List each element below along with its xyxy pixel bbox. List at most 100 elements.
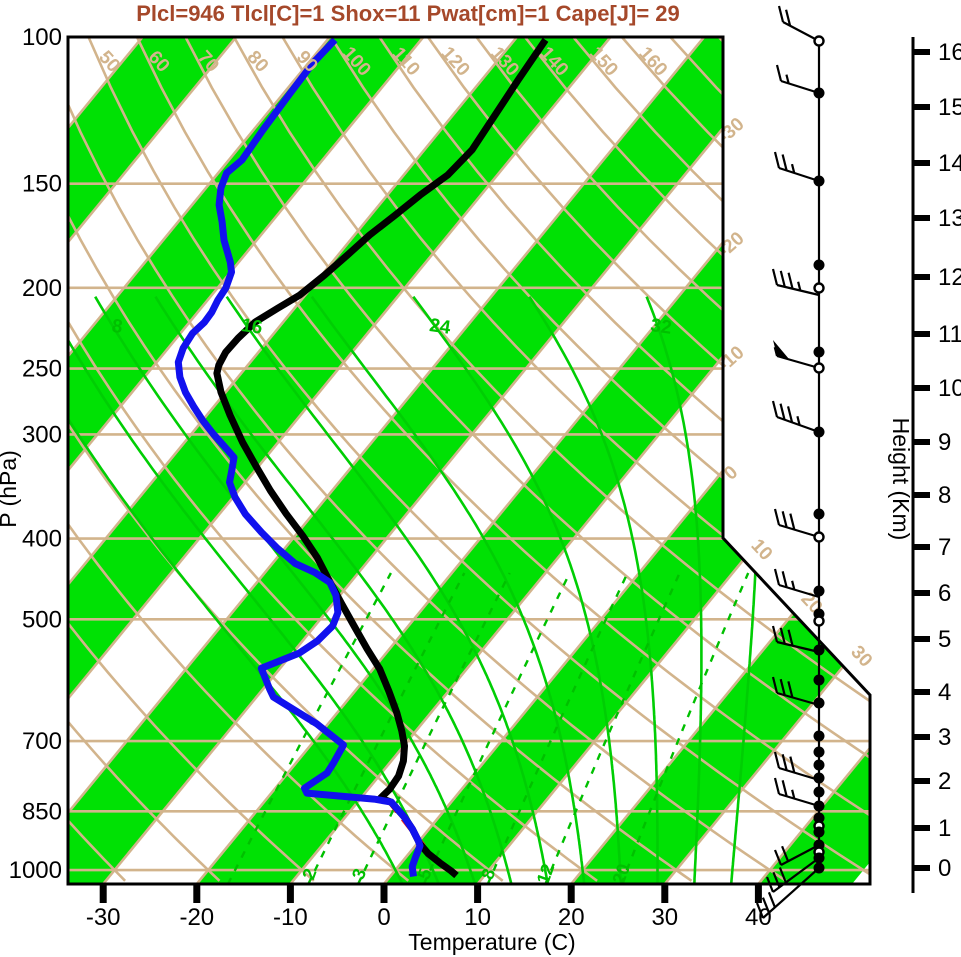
pressure-tick-label: 300 — [22, 421, 62, 448]
wind-barb-prong — [773, 849, 783, 866]
wind-station-dot — [813, 259, 825, 271]
height-tick-label: 5 — [938, 626, 951, 653]
isotherm — [570, 37, 870, 884]
wind-station-dot — [813, 346, 825, 358]
moist-adiabat — [225, 295, 550, 884]
wind-barb-prong — [772, 871, 781, 888]
wind-barb-shaft — [780, 79, 820, 95]
wind-barb-prong — [773, 751, 781, 769]
wind-station-circle — [813, 362, 825, 374]
plot-area — [68, 37, 870, 884]
height-tick-label: 12 — [938, 264, 961, 291]
pressure-axis: 100 150 200 250 300 400 500 700 850 1000 P (hPa) — [0, 24, 62, 884]
wind-barb-prong — [781, 571, 788, 588]
mixing-ratio-line — [544, 572, 681, 884]
moist-adiabat-label: 24 — [428, 315, 452, 339]
wind-station-dot — [813, 826, 825, 838]
wind-station-dot — [813, 508, 825, 520]
height-tick-label: 16 — [938, 39, 961, 66]
wind-barb-prong — [781, 754, 788, 771]
height-tick-label: 2 — [938, 768, 951, 795]
height-tick-label: 8 — [938, 482, 951, 509]
moist-adiabat-label: 16 — [240, 315, 264, 339]
wind-barb-prong — [781, 154, 788, 171]
wind-barb-half-prong — [790, 163, 796, 174]
isotherm-label: 30 — [846, 642, 876, 672]
wind-station-dot — [813, 585, 825, 597]
wind-barb-prong — [771, 625, 779, 643]
mixing-ratio-lines — [226, 572, 750, 884]
dewpoint-curve — [174, 37, 424, 877]
moist-adiabat — [528, 295, 659, 884]
wind-barb-prong — [779, 627, 786, 645]
wind-station-dot — [813, 759, 825, 771]
dry-adiabat — [329, 37, 870, 882]
mixing-ratio-line — [356, 572, 511, 884]
pressure-axis-label: P (hPa) — [0, 450, 21, 528]
dry-adiabat — [87, 37, 870, 882]
moist-adiabat — [645, 296, 703, 884]
wind-station-dot — [813, 862, 825, 874]
temperature-tick-label: -30 — [86, 904, 121, 931]
temperature-axis-label: Temperature (C) — [408, 929, 575, 955]
wind-barb-shaft — [778, 766, 820, 782]
wind-barb-half-prong — [796, 416, 801, 426]
isotherm — [68, 37, 612, 884]
green-band — [68, 37, 611, 884]
wind-station-dot — [813, 697, 825, 709]
wind-barb-pennant — [773, 340, 790, 360]
wind-barb-shaft — [778, 523, 820, 539]
dry-adiabat — [135, 37, 870, 882]
wind-barb-prong — [779, 678, 786, 696]
temperature-tick-label: -20 — [179, 904, 214, 931]
pressure-tick-label: 1000 — [9, 857, 62, 884]
dry-adiabat — [68, 37, 315, 882]
wind-barb-prong — [787, 629, 794, 646]
wind-barb-prong — [787, 406, 794, 423]
wind-barb-prong — [767, 891, 776, 908]
wind-barb-prong — [778, 867, 787, 883]
wind-barb-shaft — [778, 792, 820, 808]
wind-barb-prong — [779, 403, 786, 420]
wind-barb-prong — [789, 513, 796, 530]
temperature-tick-label: 30 — [651, 904, 678, 931]
wind-barb-prong — [777, 5, 785, 23]
wind-barb-prong — [771, 676, 779, 694]
dry-adiabat — [68, 37, 221, 882]
pressure-tick-label: 850 — [22, 798, 62, 825]
wind-barb-prong — [773, 568, 781, 586]
wind-barb-shaft — [776, 283, 820, 297]
pressure-tick-label: 100 — [22, 24, 62, 51]
height-tick-label: 6 — [938, 580, 951, 607]
wind-barb-prong — [761, 897, 770, 914]
wind-station-dot — [813, 644, 825, 656]
wind-station-circle — [813, 615, 825, 627]
wind-barb-shaft — [782, 21, 820, 42]
height-tick-label: 4 — [938, 679, 951, 706]
dry-adiabat — [68, 37, 504, 882]
wind-station-dot — [813, 175, 825, 187]
wind-station-dot — [813, 87, 825, 99]
isotherm — [68, 37, 238, 884]
wind-barb-prong — [781, 845, 790, 862]
dry-adiabat — [68, 37, 787, 882]
height-tick-label: 1 — [938, 815, 951, 842]
wind-barb-prong — [765, 876, 775, 893]
pressure-tick-label: 200 — [22, 275, 62, 302]
wind-station-circle — [813, 282, 825, 294]
wind-barb-prong — [785, 9, 792, 27]
height-tick-label: 3 — [938, 724, 951, 751]
wind-barb-half-prong — [785, 74, 790, 84]
moist-adiabat — [154, 296, 513, 884]
isotherm — [102, 37, 799, 884]
pressure-tick-label: 150 — [22, 171, 62, 198]
moist-adiabat-label: 8 — [110, 316, 123, 338]
wind-barb-prong — [779, 270, 786, 288]
mixing-ratio-line — [307, 572, 466, 884]
wind-station-dot — [813, 730, 825, 742]
height-tick-label: 7 — [938, 534, 951, 561]
